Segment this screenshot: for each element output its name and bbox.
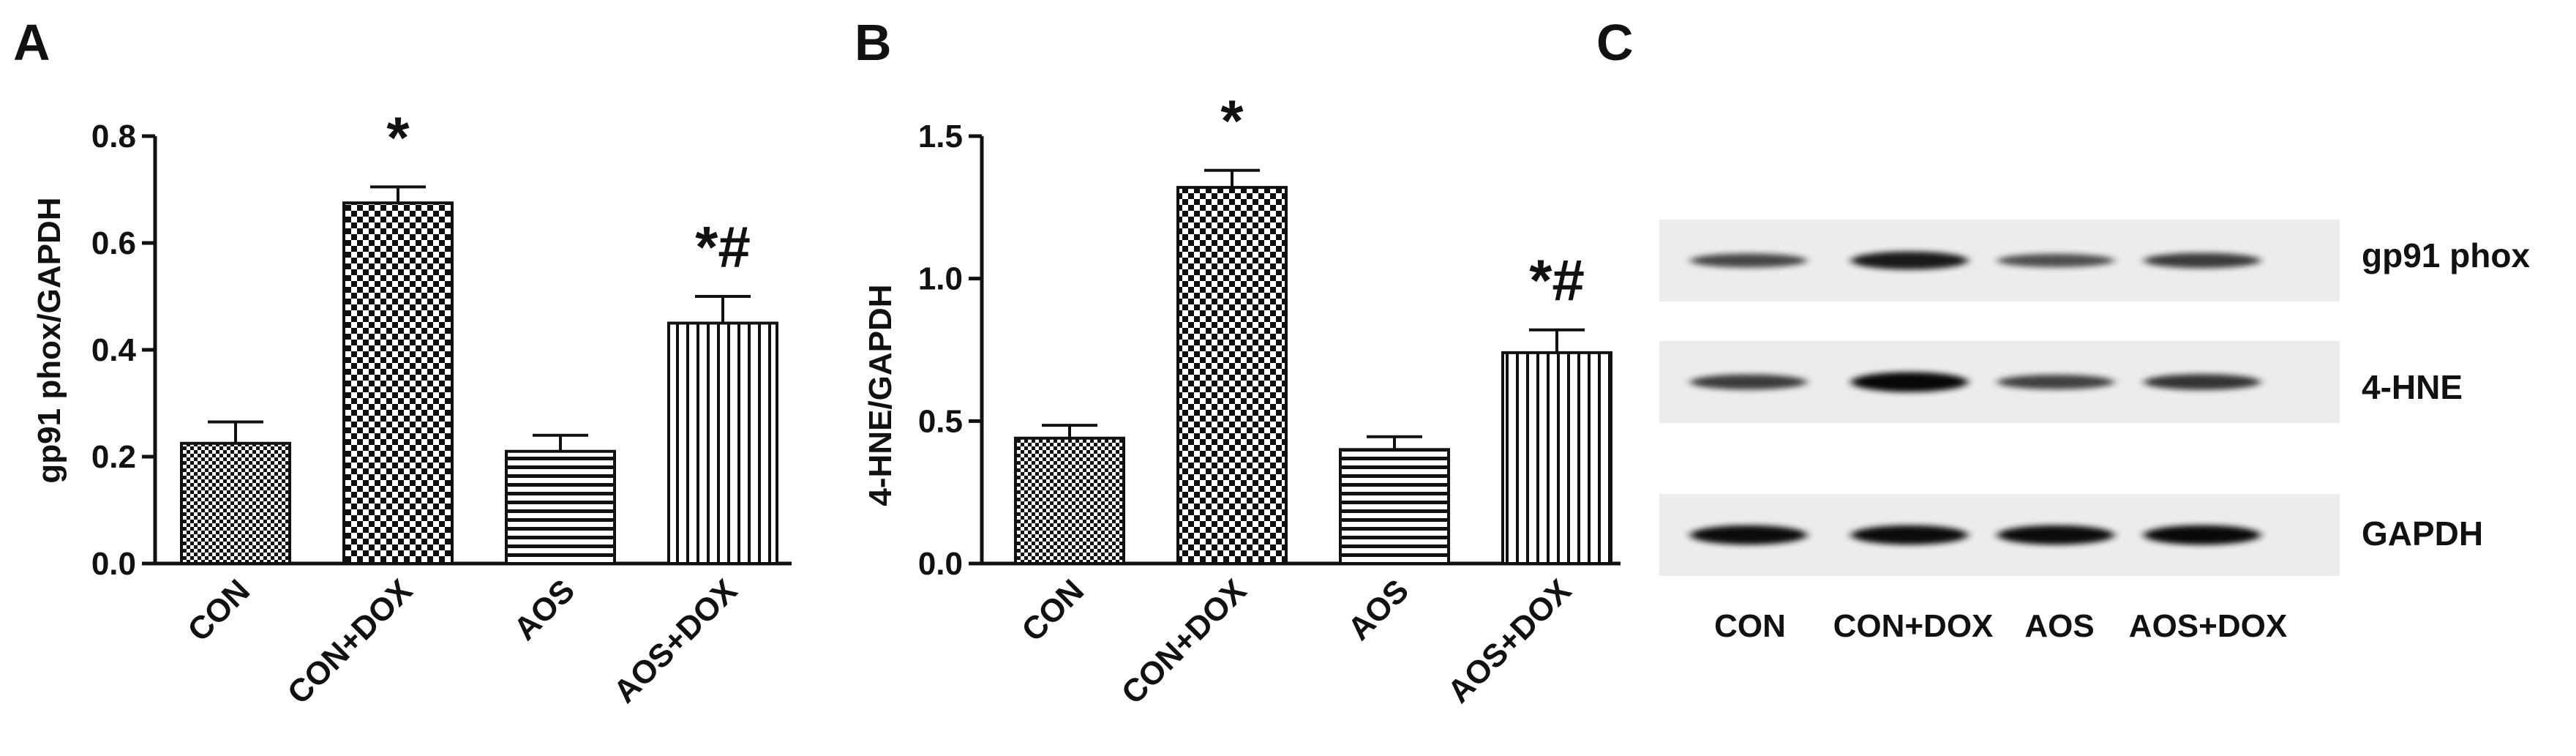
significance-marker: *#	[695, 214, 751, 280]
bar-con-plus-dox	[1176, 186, 1288, 565]
chart-a-bars: * *#	[180, 105, 778, 566]
significance-marker: *	[386, 105, 410, 170]
chart-b-y-axis-label: 4-HNE/GAPDH	[863, 284, 898, 506]
blot-band	[2144, 252, 2261, 269]
blot-band	[1997, 375, 2114, 389]
chart-b-bars: * *#	[1014, 89, 1612, 566]
x-tick-label: CON	[181, 572, 257, 648]
blot-band	[1851, 372, 1968, 392]
x-tick-label: AOS	[507, 572, 582, 647]
y-tick-label: 0.6	[91, 225, 136, 261]
panel-letter-c: C	[1596, 14, 1634, 71]
x-tick-label: AOS+DOX	[1441, 572, 1578, 710]
chart-b-x-tick-labels: CON CON+DOX AOS AOS+DOX	[1015, 572, 1578, 711]
blot-band	[1997, 525, 2114, 545]
blot-row-label: GAPDH	[2362, 514, 2483, 553]
x-tick-label: CON+DOX	[1115, 572, 1253, 711]
blot-band	[2144, 525, 2261, 545]
y-tick-label: 1.0	[918, 261, 963, 297]
blot-band	[2144, 374, 2261, 390]
y-tick-label: 0.0	[91, 546, 136, 582]
blot-row-label: 4-HNE	[2362, 368, 2463, 406]
blot-lane-label: CON+DOX	[1833, 608, 1994, 644]
chart-b: 4-HNE/GAPDH 0.0 0.5 1.0 1.5 * *# CON CON+DOX A…	[863, 89, 1621, 711]
y-tick-label: 1.5	[918, 119, 963, 154]
blot-band	[1690, 525, 1807, 545]
bar-con	[180, 441, 291, 565]
y-tick-label: 0.4	[91, 332, 137, 368]
y-tick-label: 0.2	[91, 439, 136, 475]
significance-marker: *	[1220, 89, 1244, 154]
x-tick-label: AOS+DOX	[607, 572, 744, 710]
blot-band	[1851, 525, 1968, 545]
y-tick-label: 0.5	[918, 403, 963, 439]
bar-aos-plus-dox	[1501, 351, 1612, 565]
bar-aos	[505, 449, 616, 566]
blot-band	[1851, 251, 1968, 270]
y-tick-label: 0.8	[91, 119, 136, 154]
chart-a: gp91 phox/GAPDH 0.00.20.40.60.8 **# CON C…	[31, 105, 792, 711]
blot-band	[1690, 374, 1807, 390]
blot-band	[1997, 253, 2114, 268]
bar-aos-plus-dox	[667, 321, 778, 565]
bar-con-plus-dox	[342, 201, 454, 565]
blot-lane-label: AOS	[2024, 608, 2094, 644]
panel-letter-b: B	[855, 14, 892, 71]
blot-row-label: gp91 phox	[2362, 236, 2530, 274]
blot-lane-label: CON	[1714, 608, 1786, 644]
chart-a-x-tick-labels: CON CON+DOX AOS AOS+DOX	[181, 572, 744, 711]
blot-band	[1690, 253, 1807, 268]
x-tick-label: CON+DOX	[281, 572, 419, 711]
significance-marker: *#	[1529, 248, 1585, 313]
x-tick-label: AOS	[1341, 572, 1416, 647]
bar-con	[1014, 436, 1125, 566]
chart-a-y-axis-label: gp91 phox/GAPDH	[31, 197, 67, 483]
western-blot: gp91 phox 4-HNE GAPDH CON CON+DOX AOS AOS+DOX	[1659, 220, 2530, 644]
x-tick-label: CON	[1015, 572, 1091, 648]
bar-aos	[1339, 448, 1450, 565]
panel-letter-a: A	[13, 14, 50, 71]
blot-lane-label: AOS+DOX	[2129, 608, 2287, 644]
y-tick-label: 0.0	[918, 546, 963, 582]
